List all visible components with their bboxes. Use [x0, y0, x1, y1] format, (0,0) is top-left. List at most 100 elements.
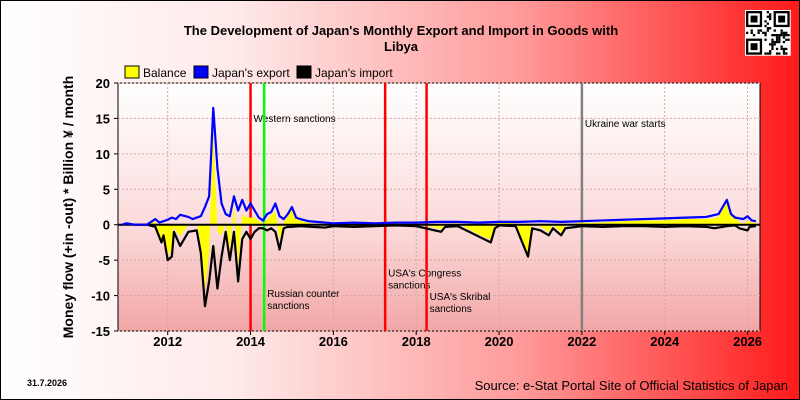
qr-module — [780, 34, 783, 37]
qr-module — [778, 40, 781, 44]
qr-module — [787, 34, 790, 37]
legend-label-balance: Balance — [143, 66, 187, 80]
qr-module — [764, 20, 767, 23]
qr-finder-core — [750, 15, 758, 23]
qr-module — [785, 31, 788, 34]
qr-module — [773, 43, 776, 46]
qr-module — [773, 34, 776, 37]
qr-module — [775, 38, 779, 41]
qr-module — [769, 43, 772, 46]
qr-module — [750, 31, 753, 34]
legend-swatch-import — [296, 65, 312, 79]
qr-module — [785, 47, 788, 51]
y-tick-label: -5 — [98, 253, 110, 268]
qr-finder-core — [778, 15, 786, 23]
y-axis-label: Money flow (+in -out) * Billion ¥ / mont… — [60, 76, 76, 338]
qr-module — [752, 34, 756, 37]
y-tick-label: -10 — [91, 289, 110, 304]
chart-title-line1: The Development of Japan's Monthly Expor… — [184, 23, 618, 38]
qr-module — [766, 29, 769, 32]
y-tick-label: 20 — [96, 76, 110, 91]
qr-module — [764, 52, 767, 55]
qr-module — [780, 47, 783, 51]
qr-module — [778, 34, 781, 37]
qr-module — [766, 15, 769, 18]
y-tick-label: 0 — [103, 218, 110, 233]
legend: Balance Japan's export Japan's import — [124, 65, 393, 80]
qr-module — [746, 31, 749, 34]
qr-module — [764, 34, 767, 37]
qr-code-icon — [745, 10, 791, 56]
qr-module — [782, 36, 786, 39]
x-tick-label: 2016 — [319, 334, 348, 349]
series-group — [118, 106, 760, 308]
qr-module — [780, 45, 783, 48]
series-import-line — [121, 222, 756, 308]
x-tick-label: 2020 — [485, 334, 514, 349]
qr-module — [775, 40, 779, 44]
qr-module — [775, 34, 779, 37]
annotation-label: sanctions — [267, 301, 309, 312]
y-tick-label: 15 — [96, 111, 110, 126]
x-tick-label: 2026 — [733, 334, 762, 349]
x-tick-label: 2012 — [153, 334, 182, 349]
annotation-label: USA's Congress — [388, 268, 461, 279]
qr-module — [771, 47, 774, 51]
qr-module — [775, 36, 779, 39]
qr-module — [769, 50, 772, 53]
y-axis-ticks: 20 15 10 5 0 -5 -10 -15 — [91, 76, 118, 339]
footer-date: 31.7.2026 — [27, 378, 67, 388]
chart-title-line2: Libya — [384, 39, 419, 54]
x-tick-label: 2022 — [567, 334, 596, 349]
qr-module — [775, 47, 779, 51]
qr-module — [782, 31, 786, 34]
series-export-line — [121, 106, 757, 226]
plot-area — [117, 82, 761, 332]
qr-module — [771, 40, 774, 44]
qr-module — [785, 52, 788, 55]
qr-module — [769, 52, 772, 55]
qr-module — [757, 31, 760, 34]
legend-swatch-balance — [124, 65, 140, 79]
annotation-label: USA's Skribal — [430, 292, 491, 303]
qr-module — [766, 22, 769, 25]
qr-module — [769, 27, 772, 30]
qr-module — [778, 36, 781, 39]
qr-finder-core — [750, 43, 758, 51]
legend-label-export: Japan's export — [212, 66, 290, 80]
qr-module — [775, 52, 779, 55]
y-tick-label: -15 — [91, 324, 110, 339]
qr-module — [757, 29, 760, 32]
qr-module — [782, 34, 786, 37]
x-axis-ticks: 2012 2014 2016 2018 2020 2022 2024 2026 — [153, 331, 762, 349]
qr-module — [780, 29, 783, 32]
annotation-label: Ukraine war starts — [585, 119, 666, 130]
qr-module — [771, 38, 774, 41]
qr-module — [762, 31, 765, 34]
qr-module — [766, 52, 769, 55]
qr-module — [766, 11, 769, 14]
qr-module — [782, 52, 786, 55]
qr-module — [769, 13, 772, 16]
qr-module — [785, 34, 788, 37]
qr-module — [787, 38, 790, 41]
legend-label-import: Japan's import — [315, 66, 393, 80]
qr-module — [773, 40, 776, 44]
annotation-label: Western sanctions — [254, 114, 336, 125]
footer-source: Source: e-Stat Portal Site of Official S… — [475, 378, 788, 393]
annotation-label: sanctions — [430, 304, 472, 315]
qr-module — [764, 38, 767, 41]
qr-module — [766, 27, 769, 30]
qr-module — [771, 43, 774, 46]
qr-module — [750, 29, 753, 32]
annotation-label: sanctions — [388, 280, 430, 291]
qr-module — [782, 50, 786, 53]
qr-module — [773, 29, 776, 32]
y-tick-label: 10 — [96, 147, 110, 162]
legend-swatch-export — [193, 65, 209, 79]
qr-module — [759, 29, 763, 32]
x-tick-label: 2024 — [650, 334, 680, 349]
qr-module — [769, 17, 772, 21]
